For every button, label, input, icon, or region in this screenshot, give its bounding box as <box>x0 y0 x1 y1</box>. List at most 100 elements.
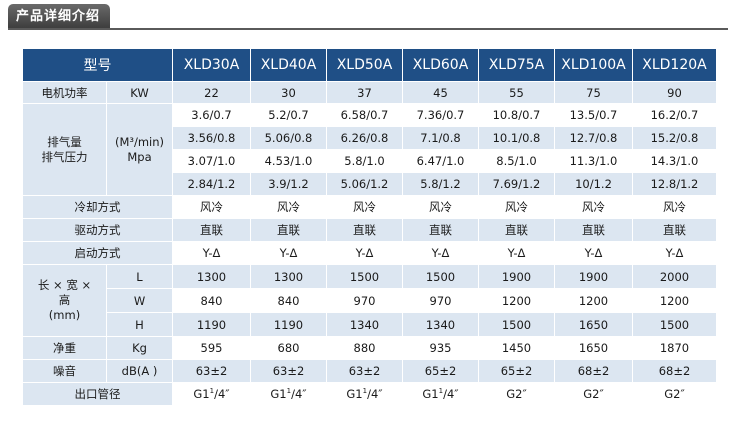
air-value: 2.84/1.2 <box>172 172 251 196</box>
cooling-value: 风冷 <box>554 195 633 219</box>
air-label-line2: 排气压力 <box>41 149 88 164</box>
air-value: 5.2/0.7 <box>250 103 327 127</box>
air-unit-line2: Mpa <box>127 149 152 164</box>
air-label-line1: 排气量 <box>47 134 82 149</box>
air-row: 排气量 排气压力 (M³/min) Mpa 3.6/0.7 5.2/0.7 6.… <box>22 103 717 196</box>
noise-label: 噪音 <box>22 359 107 383</box>
power-label: 电机功率 <box>22 81 107 104</box>
outlet-row: 出口管径 G11/4″ G11/4″ G11/4″ G11/4″ G2″ G2″… <box>22 382 717 406</box>
air-value: 5.06/1.2 <box>326 172 403 196</box>
power-value: 55 <box>478 81 555 104</box>
dims-row: 长 × 宽 × 高 (mm) L 1300 1300 1500 1500 190… <box>22 264 717 337</box>
cooling-value: 风冷 <box>172 195 251 219</box>
air-value: 6.47/1.0 <box>402 149 479 173</box>
dims-value: 840 <box>250 288 327 313</box>
weight-label: 净重 <box>22 336 107 360</box>
start-value: Y-Δ <box>402 241 479 265</box>
header-divider <box>8 28 728 30</box>
dims-label-line3: (mm) <box>48 308 81 322</box>
dims-value: 1900 <box>478 264 555 289</box>
spec-table: 型号 XLD30A XLD40A XLD50A XLD60A XLD75A XL… <box>22 48 717 406</box>
start-value: Y-Δ <box>478 241 555 265</box>
model-name: XLD60A <box>402 48 479 82</box>
dims-value: 1500 <box>326 264 403 289</box>
air-value: 16.2/0.7 <box>632 103 717 127</box>
air-value: 12.8/1.2 <box>632 172 717 196</box>
start-value: Y-Δ <box>172 241 251 265</box>
drive-value: 直联 <box>478 218 555 242</box>
start-row: 启动方式 Y-Δ Y-Δ Y-Δ Y-Δ Y-Δ Y-Δ Y-Δ <box>22 241 717 265</box>
air-value: 13.5/0.7 <box>554 103 633 127</box>
noise-value: 68±2 <box>554 359 633 383</box>
weight-value: 1650 <box>554 336 633 360</box>
model-name: XLD75A <box>478 48 555 82</box>
air-value: 11.3/1.0 <box>554 149 633 173</box>
drive-value: 直联 <box>632 218 717 242</box>
dims-value: 1340 <box>402 312 479 337</box>
dims-value: 1200 <box>554 288 633 313</box>
weight-value: 680 <box>250 336 327 360</box>
noise-value: 65±2 <box>402 359 479 383</box>
cooling-value: 风冷 <box>250 195 327 219</box>
cooling-label: 冷却方式 <box>22 195 173 219</box>
air-value: 5.8/1.2 <box>402 172 479 196</box>
power-value: 30 <box>250 81 327 104</box>
power-value: 37 <box>326 81 403 104</box>
power-value: 22 <box>172 81 251 104</box>
power-value: 90 <box>632 81 717 104</box>
model-name: XLD50A <box>326 48 403 82</box>
air-unit-line1: (M³/min) <box>114 134 165 149</box>
dims-value: 970 <box>402 288 479 313</box>
dims-value: 970 <box>326 288 403 313</box>
dims-value: 1300 <box>172 264 251 289</box>
noise-value: 63±2 <box>250 359 327 383</box>
start-value: Y-Δ <box>250 241 327 265</box>
cooling-value: 风冷 <box>632 195 717 219</box>
drive-value: 直联 <box>326 218 403 242</box>
section-title-tab: 产品详细介绍 <box>8 4 110 29</box>
dims-value: 1190 <box>250 312 327 337</box>
dims-value: 840 <box>172 288 251 313</box>
start-value: Y-Δ <box>326 241 403 265</box>
outlet-value: G11/4″ <box>250 382 327 406</box>
dims-value: 1190 <box>172 312 251 337</box>
dims-unit: L <box>106 264 173 289</box>
outlet-value: G11/4″ <box>402 382 479 406</box>
dims-value: 1300 <box>250 264 327 289</box>
drive-row: 驱动方式 直联 直联 直联 直联 直联 直联 直联 <box>22 218 717 242</box>
start-label: 启动方式 <box>22 241 173 265</box>
air-value: 6.58/0.7 <box>326 103 403 127</box>
cooling-row: 冷却方式 风冷 风冷 风冷 风冷 风冷 风冷 风冷 <box>22 195 717 219</box>
dims-label: 长 × 宽 × 高 (mm) <box>22 264 107 337</box>
dims-value: 1500 <box>402 264 479 289</box>
model-name: XLD40A <box>250 48 327 82</box>
cooling-value: 风冷 <box>402 195 479 219</box>
dims-value: 1900 <box>554 264 633 289</box>
cooling-value: 风冷 <box>478 195 555 219</box>
air-value: 12.7/0.8 <box>554 126 633 150</box>
dims-value: 2000 <box>632 264 717 289</box>
model-name: XLD100A <box>554 48 633 82</box>
dims-value: 1200 <box>478 288 555 313</box>
weight-value: 1450 <box>478 336 555 360</box>
dims-unit: W <box>106 288 173 313</box>
weight-value: 880 <box>326 336 403 360</box>
noise-value: 63±2 <box>326 359 403 383</box>
weight-value: 935 <box>402 336 479 360</box>
air-value: 10.1/0.8 <box>478 126 555 150</box>
outlet-value: G2″ <box>554 382 633 406</box>
dims-value: 1650 <box>554 312 633 337</box>
noise-value: 68±2 <box>632 359 717 383</box>
outlet-value: G11/4″ <box>172 382 251 406</box>
outlet-value: G2″ <box>632 382 717 406</box>
drive-value: 直联 <box>172 218 251 242</box>
dims-value: 1500 <box>478 312 555 337</box>
dims-label-line2: 高 <box>58 293 71 307</box>
outlet-value: G11/4″ <box>326 382 403 406</box>
drive-value: 直联 <box>402 218 479 242</box>
weight-value: 1870 <box>632 336 717 360</box>
power-row: 电机功率 KW 22 30 37 45 55 75 90 <box>22 81 717 104</box>
air-value: 10/1.2 <box>554 172 633 196</box>
outlet-label: 出口管径 <box>22 382 173 406</box>
start-value: Y-Δ <box>632 241 717 265</box>
